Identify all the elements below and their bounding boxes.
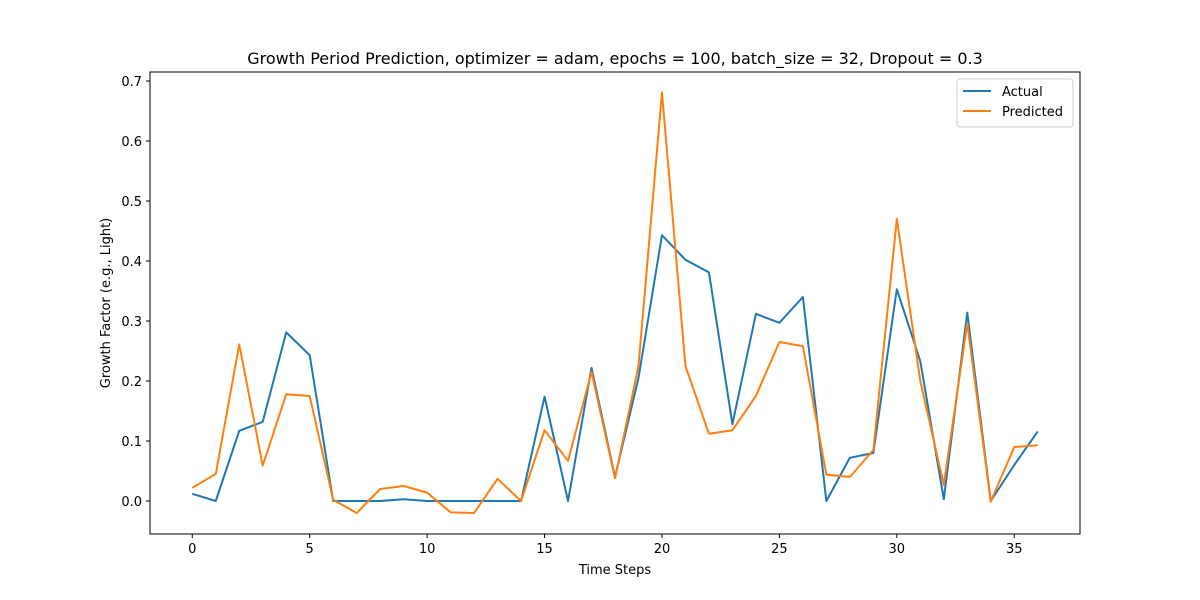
data-point-actual [895, 287, 899, 291]
data-point-actual [824, 499, 828, 503]
legend-label-predicted: Predicted [1002, 105, 1063, 120]
y-tick-label: 0.6 [121, 135, 142, 150]
plot-frame [149, 71, 1081, 535]
series-line-predicted [191, 91, 1038, 514]
data-point-actual [566, 499, 570, 503]
data-point-predicted [801, 344, 805, 348]
data-point-actual [214, 499, 218, 503]
data-point-predicted [848, 475, 852, 479]
data-point-actual [590, 366, 594, 370]
data-point-predicted [496, 477, 500, 481]
x-tick-label: 0 [188, 542, 196, 557]
plot-area [190, 90, 1039, 515]
series-points-actual [190, 233, 1039, 503]
data-point-actual [660, 233, 664, 237]
data-point-predicted [824, 473, 828, 477]
data-point-predicted [543, 428, 547, 432]
x-tick-label: 15 [536, 542, 553, 557]
y-tick-label: 0.3 [121, 315, 142, 330]
y-axis-title: Growth Factor (e.g., Light) [99, 218, 114, 388]
data-point-predicted [590, 370, 594, 374]
data-point-actual [190, 492, 194, 496]
data-point-actual [355, 499, 359, 503]
data-point-actual [472, 499, 476, 503]
data-point-predicted [965, 321, 969, 325]
data-point-actual [308, 353, 312, 357]
legend: Actual Predicted [956, 78, 1074, 128]
data-point-predicted [472, 511, 476, 515]
x-tick-label: 20 [654, 542, 671, 557]
data-point-predicted [355, 511, 359, 515]
data-point-predicted [636, 364, 640, 368]
data-point-actual [237, 429, 241, 433]
data-point-actual [1036, 429, 1040, 433]
data-point-predicted [519, 499, 523, 503]
data-point-actual [543, 395, 547, 399]
x-tick-label: 5 [306, 542, 314, 557]
data-point-actual [378, 499, 382, 503]
data-point-predicted [1012, 445, 1016, 449]
x-tick-label: 25 [771, 542, 788, 557]
y-tick-label: 0.5 [121, 195, 142, 210]
x-tick-label: 10 [419, 542, 436, 557]
legend-label-actual: Actual [1002, 85, 1043, 100]
x-axis: 0 5 10 15 20 25 30 35 [188, 534, 1023, 557]
data-point-predicted [331, 498, 335, 502]
data-point-actual [730, 422, 734, 426]
data-point-predicted [402, 484, 406, 488]
data-point-actual [965, 311, 969, 315]
data-point-actual [496, 499, 500, 503]
chart-title: Growth Period Prediction, optimizer = ad… [247, 49, 983, 69]
x-axis-title: Time Steps [578, 563, 652, 578]
x-tick-label: 35 [1006, 542, 1023, 557]
data-point-predicted [449, 510, 453, 514]
data-point-predicted [895, 217, 899, 221]
data-point-predicted [566, 459, 570, 463]
y-tick-label: 0.0 [121, 495, 142, 510]
data-point-predicted [754, 394, 758, 398]
data-point-actual [754, 312, 758, 316]
data-point-predicted [989, 500, 993, 504]
data-point-predicted [190, 486, 194, 490]
x-tick-label: 30 [889, 542, 906, 557]
data-point-actual [942, 497, 946, 501]
data-point-actual [777, 321, 781, 325]
data-point-actual [683, 258, 687, 262]
data-point-predicted [871, 448, 875, 452]
data-point-predicted [1036, 443, 1040, 447]
data-point-actual [261, 420, 265, 424]
data-point-actual [801, 295, 805, 299]
data-point-predicted [660, 90, 664, 94]
data-point-actual [707, 270, 711, 274]
data-point-predicted [425, 491, 429, 495]
y-tick-label: 0.7 [121, 75, 142, 90]
y-tick-label: 0.4 [121, 255, 142, 270]
data-point-predicted [683, 364, 687, 368]
data-point-actual [284, 330, 288, 334]
data-point-actual [425, 499, 429, 503]
data-point-predicted [730, 428, 734, 432]
data-point-predicted [214, 472, 218, 476]
data-point-actual [1012, 463, 1016, 467]
y-tick-label: 0.2 [121, 375, 142, 390]
data-point-actual [402, 497, 406, 501]
data-point-predicted [918, 379, 922, 383]
data-point-predicted [777, 340, 781, 344]
data-point-predicted [284, 392, 288, 396]
data-point-actual [918, 359, 922, 363]
data-point-predicted [942, 483, 946, 487]
data-point-predicted [613, 476, 617, 480]
data-point-predicted [378, 487, 382, 491]
data-point-predicted [707, 432, 711, 436]
data-point-predicted [237, 342, 241, 346]
data-point-actual [848, 456, 852, 460]
y-tick-label: 0.1 [121, 435, 142, 450]
data-point-actual [449, 499, 453, 503]
data-point-predicted [308, 394, 312, 398]
series-line-actual [191, 234, 1039, 502]
y-axis: 0.0 0.1 0.2 0.3 0.4 0.5 0.6 0.7 [121, 75, 150, 510]
data-point-predicted [261, 464, 265, 468]
series-points-predicted [190, 90, 1039, 515]
